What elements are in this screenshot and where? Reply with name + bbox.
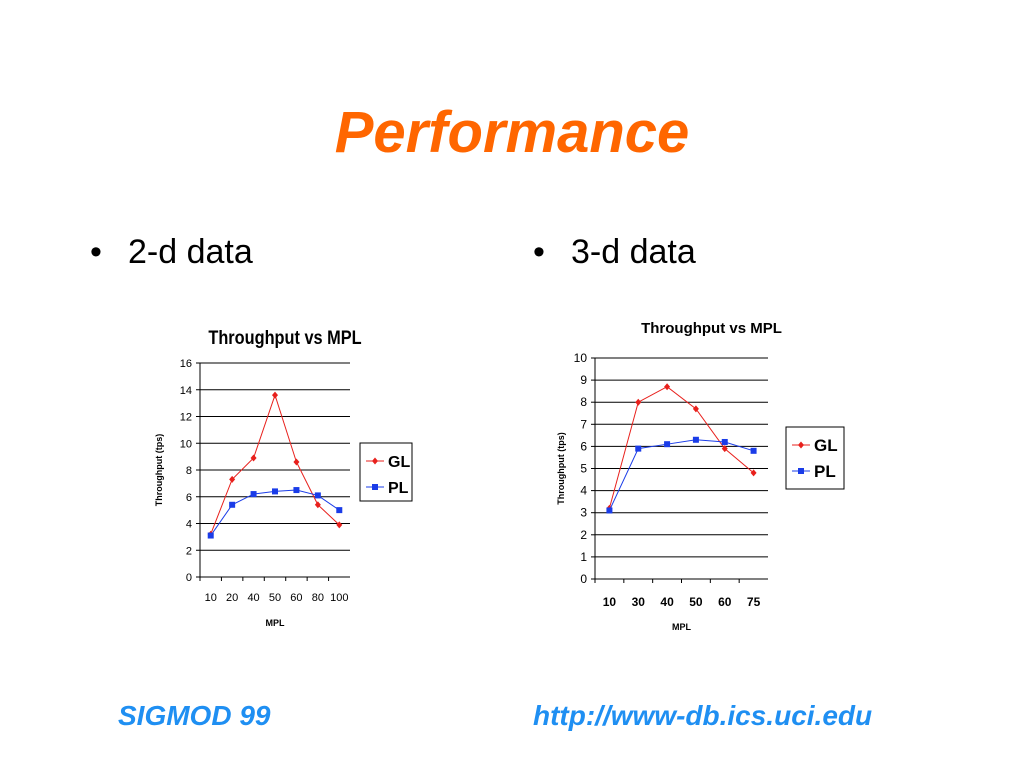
data-point-pl [692, 436, 699, 443]
chart-2d-throughput: Throughput vs MPL 0 2 4 6 8 10 12 14 16 10 20 40 50 60… [154, 327, 413, 628]
data-point-pl [293, 487, 300, 494]
data-point-pl [314, 492, 321, 499]
chart-title: Throughput vs MPL [641, 320, 782, 337]
data-point-pl [229, 501, 236, 508]
y-tick-label: 4 [580, 484, 587, 498]
series-line-gl [608, 386, 754, 509]
data-point-gl [272, 391, 278, 399]
footer-venue: SIGMOD 99 [118, 700, 271, 731]
y-tick-label: 10 [574, 351, 588, 365]
y-tick-label: 5 [580, 462, 587, 476]
y-tick-label: 2 [186, 545, 192, 557]
y-tick-label: 6 [186, 492, 192, 504]
legend-marker-diamond-icon [798, 441, 804, 449]
y-axis-label: Throughput (tps) [154, 434, 164, 506]
y-tick-label: 10 [180, 438, 192, 450]
legend-label-pl: PL [814, 462, 836, 481]
data-point-gl [664, 383, 671, 391]
data-point-pl [272, 488, 278, 495]
y-tick-label: 14 [180, 385, 192, 397]
data-point-pl [721, 438, 728, 445]
data-point-gl [293, 458, 300, 466]
y-tick-label: 8 [186, 465, 192, 477]
y-tick-label: 8 [580, 395, 587, 409]
x-tick-label: 20 [226, 592, 238, 604]
data-point-pl [606, 507, 613, 514]
y-tick-label: 0 [186, 572, 192, 584]
legend-box [785, 426, 845, 490]
x-tick-label: 100 [330, 592, 348, 604]
x-tick-label: 50 [269, 592, 281, 604]
legend-marker-square-icon [372, 484, 378, 490]
bullet-dot-icon: • [533, 233, 545, 271]
data-point-gl [750, 469, 757, 477]
legend-marker-square-icon [798, 468, 804, 474]
x-tick-label: 10 [603, 595, 617, 609]
legend-marker-diamond-icon [372, 457, 378, 465]
x-tick-label: 75 [747, 595, 761, 609]
y-tick-label: 7 [580, 417, 587, 431]
data-point-pl [635, 445, 642, 452]
legend-label-pl: PL [388, 480, 409, 497]
y-tick-label: 12 [180, 412, 192, 424]
data-point-pl [207, 532, 214, 539]
y-tick-label: 0 [580, 572, 587, 586]
x-axis-label: MPL [266, 618, 286, 628]
data-point-gl [314, 501, 321, 509]
data-point-pl [664, 441, 671, 448]
y-tick-label: 3 [580, 506, 587, 520]
x-tick-label: 40 [247, 592, 259, 604]
bullet-item-3d: • 3-d data [533, 230, 696, 274]
legend-label-gl: GL [388, 454, 410, 471]
data-point-gl [635, 398, 642, 406]
bullet-label: 3-d data [571, 233, 696, 271]
x-tick-label: 40 [660, 595, 674, 609]
y-axis-label: Throughput (tps) [556, 432, 566, 504]
x-tick-label: 80 [312, 592, 324, 604]
chart-title: Throughput vs MPL [208, 327, 361, 348]
y-tick-label: 1 [580, 550, 587, 564]
bullet-label: 2-d data [128, 233, 253, 271]
data-point-gl [721, 445, 728, 453]
x-tick-label: 10 [205, 592, 217, 604]
data-point-gl [229, 475, 236, 483]
y-tick-label: 16 [180, 358, 192, 370]
y-tick-label: 2 [580, 528, 587, 542]
x-tick-label: 30 [632, 595, 646, 609]
legend-label-gl: GL [814, 436, 838, 455]
x-tick-label: 60 [290, 592, 302, 604]
slide-title: Performance [334, 100, 690, 165]
bullet-item-2d: • 2-d data [90, 230, 253, 274]
data-point-pl [250, 491, 257, 498]
x-tick-label: 60 [718, 595, 732, 609]
data-point-gl [336, 521, 343, 529]
legend-box [359, 442, 413, 502]
data-point-gl [250, 454, 257, 462]
footer-url-link[interactable]: http://www-db.ics.uci.edu [533, 700, 873, 731]
data-point-pl [336, 507, 343, 514]
data-point-pl [750, 447, 757, 454]
bullet-dot-icon: • [90, 233, 102, 271]
series-line-pl [608, 439, 754, 511]
x-axis-label: MPL [672, 622, 692, 632]
x-tick-label: 50 [689, 595, 703, 609]
y-tick-label: 4 [186, 519, 192, 531]
chart-3d-throughput: Throughput vs MPL 0 1 2 3 4 5 6 7 8 9 10 10 30 40 50 60 7… [556, 320, 845, 632]
data-point-gl [692, 405, 699, 413]
y-tick-label: 9 [580, 373, 587, 387]
y-tick-label: 6 [580, 439, 587, 453]
series-line-gl [210, 393, 340, 535]
